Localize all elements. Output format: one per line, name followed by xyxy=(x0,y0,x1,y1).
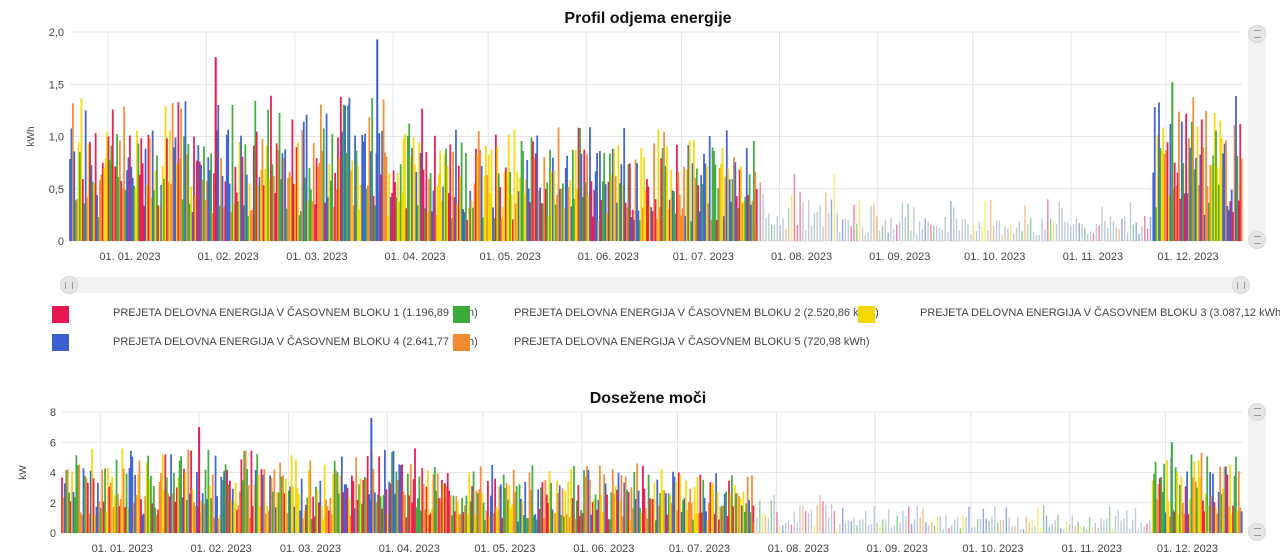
chart1-bottom-handle[interactable] xyxy=(1248,231,1266,249)
chart1-legend: PREJETA DELOVNA ENERGIJA V ČASOVNEM BLOK… xyxy=(0,298,1280,358)
legend-item-block-1[interactable] xyxy=(52,303,69,325)
y-axis-label: kW xyxy=(18,465,29,480)
x-tick-label: 01. 07. 2023 xyxy=(673,251,734,263)
chart1-title: Profil odjema energije xyxy=(564,10,732,27)
x-tick-label: 01. 07. 2023 xyxy=(669,543,730,555)
legend-swatch-block-1 xyxy=(52,305,69,323)
legend-swatch-block-5 xyxy=(453,333,470,351)
x-tick-label: 01. 10. 2023 xyxy=(962,543,1023,555)
x-tick-label: 01. 11. 2023 xyxy=(1063,251,1123,263)
x-tick-label: 01. 12. 2023 xyxy=(1157,251,1218,263)
legend-swatch-block-2 xyxy=(453,305,470,323)
line-series-group xyxy=(61,418,1243,533)
x-tick-label: 01. 02. 2023 xyxy=(191,543,252,555)
chart1-vertical-scrollbar[interactable] xyxy=(1248,27,1266,241)
x-tick-label: 01. 04. 2023 xyxy=(385,251,446,263)
y-tick-label: 0 xyxy=(50,528,56,540)
chart1-horizontal-scrollbar[interactable] xyxy=(60,277,1250,293)
legend-item-block-4[interactable] xyxy=(52,331,69,353)
legend-label-block-3[interactable]: PREJETA DELOVNA ENERGIJA V ČASOVNEM BLOK… xyxy=(920,307,1280,319)
x-tick-label: 01. 02. 2023 xyxy=(198,251,259,263)
y-tick-label: 0,5 xyxy=(49,184,64,196)
x-tick-label: 01. 06. 2023 xyxy=(573,543,634,555)
legend-swatch-block-4 xyxy=(52,333,69,351)
y-axis-label: kWh xyxy=(26,127,37,147)
power-peaks-chart: 0 2 4 6 8 01. 01. 2023 01. 02. 2023 01. 03. 202… xyxy=(18,407,1243,555)
legend-item-block-3[interactable] xyxy=(858,303,875,325)
x-tick-label: 01. 11. 2023 xyxy=(1062,543,1122,555)
chart1-top-handle[interactable] xyxy=(1248,25,1266,43)
legend-label-block-5[interactable]: PREJETA DELOVNA ENERGIJA V ČASOVNEM BLOK… xyxy=(514,336,870,348)
y-tick-label: 2,0 xyxy=(49,27,64,39)
x-tick-label: 01. 03. 2023 xyxy=(280,543,341,555)
x-tick-label: 01. 05. 2023 xyxy=(474,543,535,555)
x-tick-label: 01. 06. 2023 xyxy=(578,251,639,263)
bar-series-group xyxy=(69,39,1243,241)
x-tick-label: 01. 09. 2023 xyxy=(869,251,930,263)
x-tick-label: 01. 08. 2023 xyxy=(771,251,832,263)
chart2-top-handle[interactable] xyxy=(1248,403,1266,421)
x-tick-label: 01. 05. 2023 xyxy=(480,251,541,263)
y-tick-label: 0 xyxy=(58,236,64,248)
chart2-title: Dosežene moči xyxy=(589,390,707,407)
x-tick-label: 01. 09. 2023 xyxy=(867,543,928,555)
x-tick-label: 01. 01. 2023 xyxy=(92,543,153,555)
y-tick-label: 4 xyxy=(50,468,56,480)
y-tick-label: 1,0 xyxy=(49,132,64,144)
chart1-left-handle[interactable] xyxy=(60,276,78,294)
chart2-bottom-handle[interactable] xyxy=(1248,523,1266,541)
y-tick-label: 2 xyxy=(50,498,56,510)
y-tick-label: 8 xyxy=(50,407,56,419)
legend-swatch-block-3 xyxy=(858,305,875,323)
y-tick-label: 1,5 xyxy=(49,79,64,91)
chart1-right-handle[interactable] xyxy=(1232,276,1250,294)
x-tick-label: 01. 01. 2023 xyxy=(99,251,160,263)
x-tick-label: 01. 12. 2023 xyxy=(1157,543,1218,555)
y-tick-label: 6 xyxy=(50,437,56,449)
x-tick-label: 01. 04. 2023 xyxy=(379,543,440,555)
x-tick-label: 01. 10. 2023 xyxy=(964,251,1025,263)
x-tick-label: 01. 03. 2023 xyxy=(286,251,347,263)
legend-label-block-2[interactable]: PREJETA DELOVNA ENERGIJA V ČASOVNEM BLOK… xyxy=(514,307,879,319)
chart2-vertical-scrollbar[interactable] xyxy=(1248,411,1266,533)
x-tick-label: 01. 08. 2023 xyxy=(768,543,829,555)
legend-label-block-1[interactable]: PREJETA DELOVNA ENERGIJA V ČASOVNEM BLOK… xyxy=(113,307,478,319)
energy-profile-chart: 0 0,5 1,0 1,5 2,0 01. 01. 2023 01. 02. 2023 01.… xyxy=(26,27,1243,263)
legend-item-block-2[interactable] xyxy=(453,303,470,325)
legend-item-block-5[interactable] xyxy=(453,331,470,353)
legend-label-block-4[interactable]: PREJETA DELOVNA ENERGIJA V ČASOVNEM BLOK… xyxy=(113,336,478,348)
